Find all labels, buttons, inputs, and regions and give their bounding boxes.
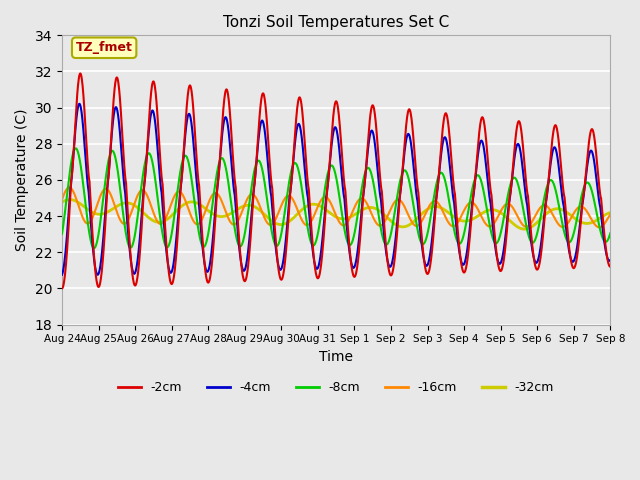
Legend: -2cm, -4cm, -8cm, -16cm, -32cm: -2cm, -4cm, -8cm, -16cm, -32cm	[113, 376, 559, 399]
Y-axis label: Soil Temperature (C): Soil Temperature (C)	[15, 108, 29, 251]
Title: Tonzi Soil Temperatures Set C: Tonzi Soil Temperatures Set C	[223, 15, 449, 30]
X-axis label: Time: Time	[319, 350, 353, 364]
Text: TZ_fmet: TZ_fmet	[76, 41, 132, 54]
